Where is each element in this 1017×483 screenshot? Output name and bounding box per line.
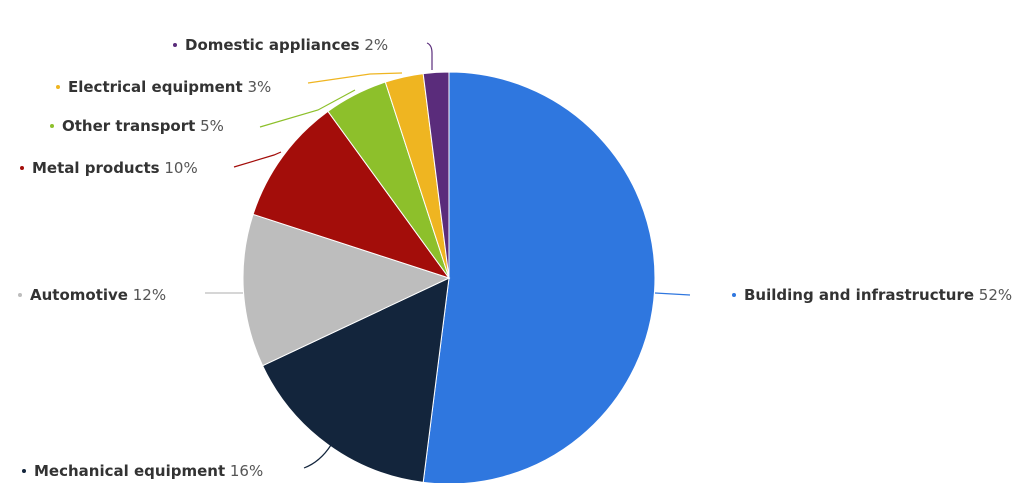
label-category: Metal products bbox=[32, 159, 160, 177]
connector-metal-products bbox=[233, 151, 282, 168]
data-label-other-transport: Other transport 5% bbox=[62, 117, 224, 135]
label-value: 52% bbox=[974, 286, 1012, 304]
label-dot-electrical-equipment bbox=[56, 85, 60, 89]
label-dot-automotive bbox=[18, 293, 22, 297]
label-value: 2% bbox=[360, 36, 389, 54]
pie-slice-building-and-infrastructure[interactable] bbox=[422, 71, 656, 483]
label-dot-other-transport bbox=[50, 124, 54, 128]
label-dot-building-and-infrastructure bbox=[732, 293, 736, 297]
connector-electrical-equipment bbox=[307, 72, 403, 84]
data-label-domestic-appliances: Domestic appliances 2% bbox=[185, 36, 388, 54]
pie-slices bbox=[242, 71, 656, 483]
label-value: 12% bbox=[128, 286, 166, 304]
label-category: Domestic appliances bbox=[185, 36, 360, 54]
label-value: 16% bbox=[225, 462, 263, 480]
label-category: Building and infrastructure bbox=[744, 286, 974, 304]
label-dot-mechanical-equipment bbox=[22, 469, 26, 473]
data-label-building-and-infrastructure: Building and infrastructure 52% bbox=[744, 286, 1012, 304]
pie-slice-mechanical-equipment[interactable] bbox=[261, 277, 450, 483]
connector-domestic-appliances bbox=[426, 42, 433, 70]
label-category: Automotive bbox=[30, 286, 128, 304]
label-value: 5% bbox=[195, 117, 224, 135]
pie-slice-automotive[interactable] bbox=[242, 213, 451, 367]
data-labels: Building and infrastructure 52% Mechanica… bbox=[18, 36, 1012, 480]
label-value: 3% bbox=[243, 78, 272, 96]
label-category: Mechanical equipment bbox=[34, 462, 225, 480]
connector-other-transport bbox=[259, 89, 356, 128]
data-label-metal-products: Metal products 10% bbox=[32, 159, 198, 177]
pie-slice-domestic-appliances[interactable] bbox=[422, 71, 450, 279]
data-label-electrical-equipment: Electrical equipment 3% bbox=[68, 78, 271, 96]
label-dot-domestic-appliances bbox=[173, 43, 177, 47]
connector-building-and-infrastructure bbox=[654, 292, 691, 296]
label-value: 10% bbox=[160, 159, 198, 177]
label-category: Electrical equipment bbox=[68, 78, 243, 96]
data-label-mechanical-equipment: Mechanical equipment 16% bbox=[34, 462, 263, 480]
label-dot-metal-products bbox=[20, 166, 24, 170]
pie-slice-metal-products[interactable] bbox=[252, 110, 451, 279]
label-category: Other transport bbox=[62, 117, 195, 135]
data-label-automotive: Automotive 12% bbox=[30, 286, 166, 304]
label-connectors bbox=[205, 42, 691, 469]
connector-mechanical-equipment bbox=[303, 444, 332, 469]
